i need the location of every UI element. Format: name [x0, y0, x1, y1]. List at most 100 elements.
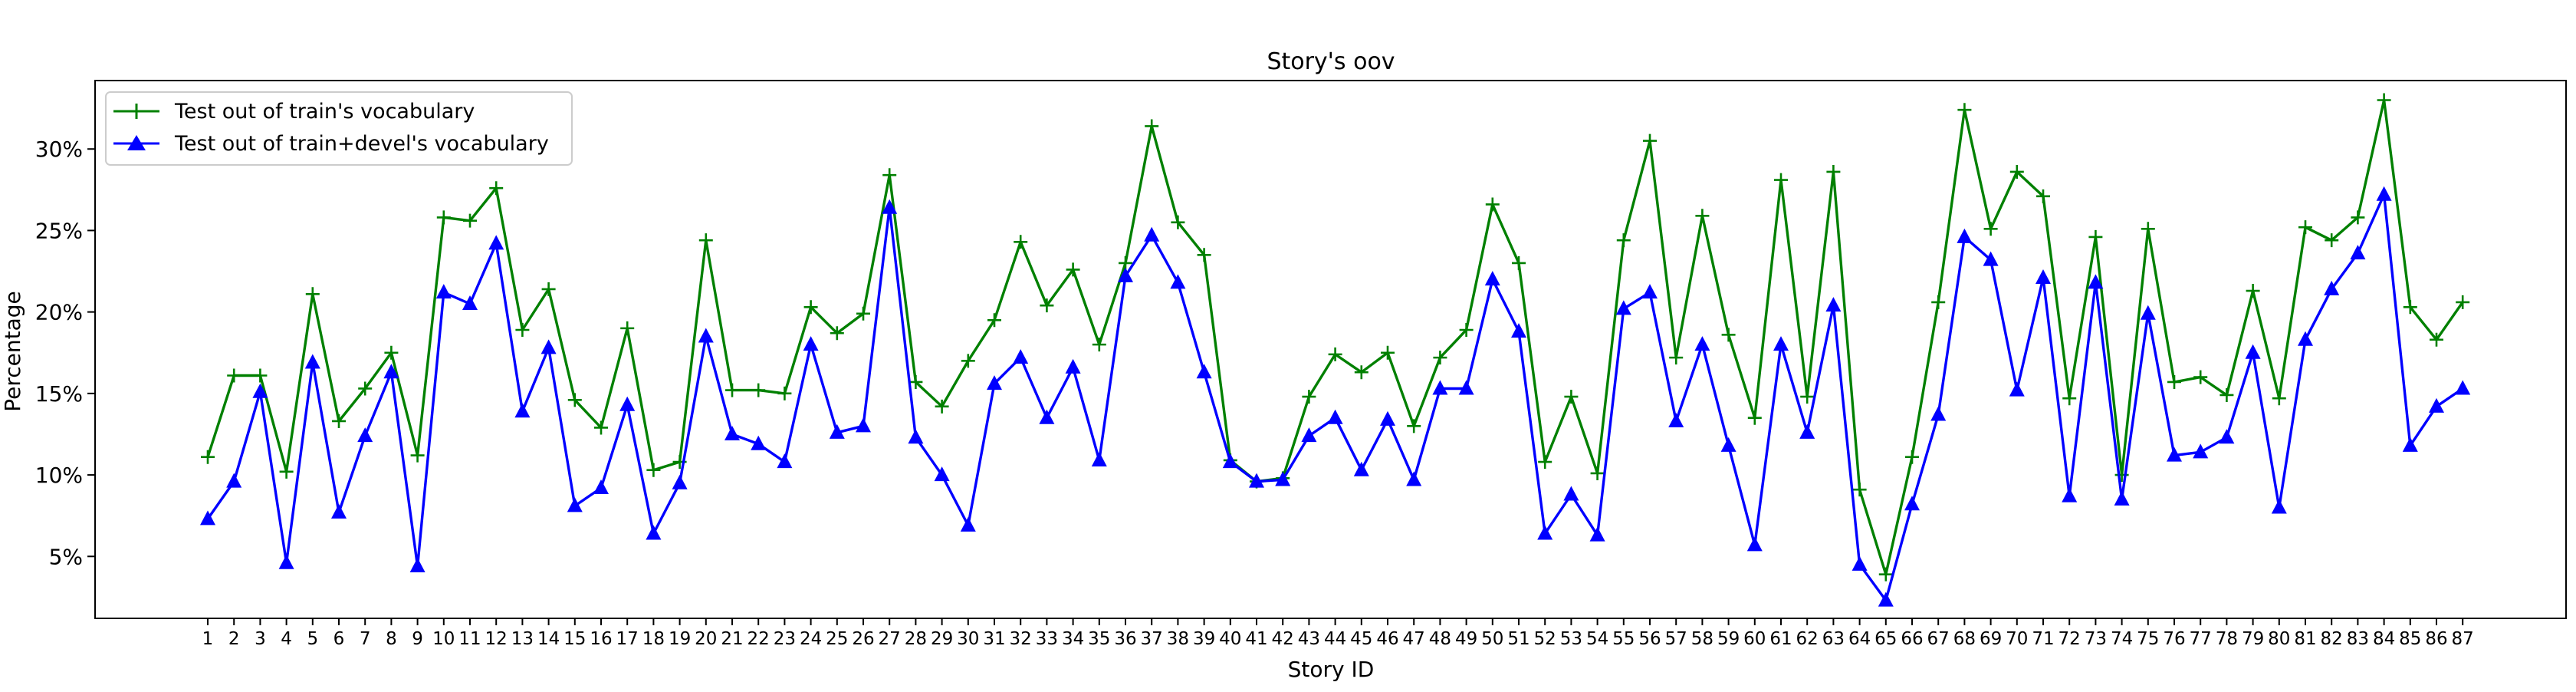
- x-tick-label: 7: [360, 629, 371, 649]
- x-tick-label: 31: [983, 629, 1005, 649]
- data-point: [856, 306, 870, 321]
- data-point: [436, 210, 451, 225]
- x-tick-label: 19: [669, 629, 691, 649]
- data-point: [698, 233, 713, 248]
- x-tick-label: 56: [1638, 629, 1661, 649]
- data-point: [1407, 419, 1421, 433]
- y-tick-label: 15%: [35, 381, 83, 407]
- data-point: [1826, 164, 1841, 179]
- x-tick-label: 59: [1717, 629, 1740, 649]
- data-point: [1668, 412, 1684, 427]
- plot-area: 5%10%15%20%25%30% 1 2 3 4 5 6 7 8 9 10 11 12 13 14 15 1…: [35, 80, 2567, 649]
- data-point: [1930, 406, 1947, 421]
- x-tick-label: 39: [1193, 629, 1215, 649]
- data-point: [1878, 567, 1893, 582]
- x-tick-label: 30: [957, 629, 979, 649]
- data-point: [227, 368, 242, 383]
- data-point: [226, 473, 242, 488]
- data-point: [541, 282, 556, 296]
- x-tick-label: 46: [1376, 629, 1398, 649]
- data-point: [1721, 328, 1736, 342]
- x-tick-label: 28: [905, 629, 927, 649]
- data-point: [620, 321, 635, 335]
- data-point: [593, 479, 609, 495]
- x-tick-label: 38: [1167, 629, 1189, 649]
- x-tick-label: 5: [307, 629, 318, 649]
- data-point: [1432, 380, 1448, 395]
- legend-marker-train-devel: [127, 135, 146, 150]
- x-tick-label: 65: [1875, 629, 1897, 649]
- data-point: [777, 453, 793, 469]
- legend-label-train-devel: Test out of train+devel's vocabulary: [174, 132, 549, 156]
- data-point: [1720, 437, 1737, 452]
- x-tick-label: 43: [1298, 629, 1320, 649]
- x-tick-label: 2: [228, 629, 240, 649]
- data-point: [1511, 323, 1526, 338]
- data-point: [304, 354, 320, 369]
- y-tick-label: 5%: [49, 544, 83, 569]
- data-point: [2272, 391, 2286, 406]
- x-tick-label: 77: [2190, 629, 2212, 649]
- data-point: [1406, 471, 1422, 486]
- data-point: [1092, 338, 1106, 352]
- data-point: [961, 354, 975, 368]
- data-point: [463, 213, 477, 228]
- x-tick-label: 87: [2452, 629, 2474, 649]
- data-point: [2350, 245, 2366, 260]
- data-point: [751, 383, 766, 397]
- data-point: [1563, 486, 1579, 501]
- data-point: [960, 516, 976, 532]
- x-tick-label: 37: [1141, 629, 1163, 649]
- x-tick-label: 48: [1429, 629, 1451, 649]
- x-tick-label: 62: [1796, 629, 1819, 649]
- data-point: [200, 510, 215, 526]
- data-point: [1144, 226, 1160, 242]
- data-point: [384, 345, 399, 360]
- x-tick-label: 58: [1691, 629, 1714, 649]
- data-point: [1222, 453, 1238, 469]
- data-point: [514, 403, 531, 418]
- data-point: [1039, 409, 1055, 424]
- data-point: [830, 326, 844, 341]
- data-point: [2403, 300, 2417, 315]
- x-tick-label: 29: [931, 629, 953, 649]
- data-point: [2036, 269, 2051, 285]
- x-tick-label: 41: [1245, 629, 1267, 649]
- data-point: [1747, 410, 1762, 425]
- data-point: [909, 374, 923, 389]
- x-tick-label: 49: [1455, 629, 1477, 649]
- data-point: [1013, 349, 1029, 364]
- x-tick-label: 82: [2321, 629, 2343, 649]
- x-tick-label: 85: [2399, 629, 2421, 649]
- data-point: [1170, 274, 1186, 289]
- x-tick-label: 23: [774, 629, 796, 649]
- data-point: [2220, 387, 2234, 402]
- data-point: [1197, 248, 1211, 262]
- x-tick-label: 74: [2111, 629, 2133, 649]
- data-point: [935, 399, 949, 414]
- x-tick-label: 24: [800, 629, 822, 649]
- legend-label-train: Test out of train's vocabulary: [174, 100, 475, 124]
- data-point: [1825, 297, 1842, 312]
- legend: Test out of train's vocabulary Test out …: [105, 91, 573, 166]
- x-tick-label: 15: [564, 629, 586, 649]
- data-point: [1799, 423, 1815, 439]
- x-tick-label: 68: [1953, 629, 1976, 649]
- data-point: [2455, 380, 2471, 395]
- data-point: [305, 287, 320, 302]
- data-point: [383, 364, 399, 379]
- x-tick-label: 11: [458, 629, 481, 649]
- data-point: [1537, 525, 1553, 540]
- x-tick-label: 67: [1927, 629, 1950, 649]
- data-point: [1065, 358, 1081, 374]
- data-point: [1800, 390, 1815, 404]
- data-point: [2193, 443, 2209, 459]
- data-point: [2062, 487, 2078, 503]
- data-point: [435, 284, 452, 299]
- data-point: [1746, 536, 1763, 552]
- data-point: [1171, 215, 1185, 229]
- x-tick-label: 40: [1219, 629, 1241, 649]
- data-point: [1484, 271, 1500, 286]
- data-point: [1538, 455, 1552, 470]
- data-point: [594, 420, 608, 435]
